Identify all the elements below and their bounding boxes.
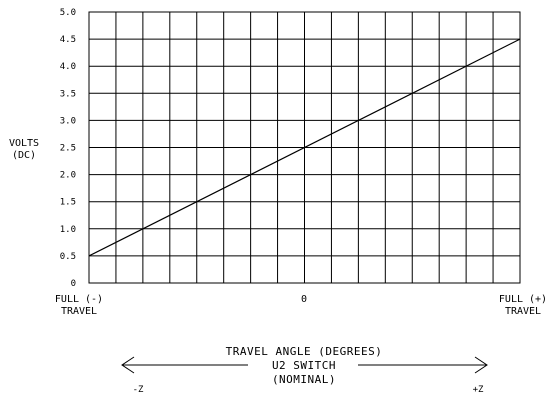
x-axis-left-end: -Z: [133, 385, 144, 395]
x-axis-caption-line1: TRAVEL ANGLE (DEGREES): [226, 345, 383, 358]
y-tick-label: 4.5: [60, 35, 76, 45]
y-tick-label: 0: [71, 279, 76, 289]
y-tick-label: 1.0: [60, 225, 76, 235]
x-axis-right-end: +Z: [473, 385, 484, 395]
x-tick-left-line1: FULL (-): [55, 294, 103, 305]
x-tick-left-line2: TRAVEL: [61, 306, 97, 317]
y-tick-label: 5.0: [60, 8, 76, 18]
x-tick-center: 0: [301, 294, 307, 305]
x-axis-arrow: [121, 356, 488, 374]
y-tick-label: 0.5: [60, 252, 76, 262]
data-series: [88, 38, 521, 257]
y-tick-label: 2.5: [60, 144, 76, 154]
y-axis-ticks: 0 0.5 1.0 1.5 2.0 2.5 3.0 3.5 4.0 4.5 5.0: [60, 8, 76, 289]
y-tick-label: 4.0: [60, 62, 76, 72]
arrowhead-right: [474, 356, 488, 374]
y-tick-label: 3.0: [60, 116, 76, 126]
y-axis-label-line1: VOLTS: [9, 138, 39, 149]
y-tick-label: 2.0: [60, 171, 76, 181]
x-tick-right-line1: FULL (+): [499, 294, 547, 305]
y-axis-label-line2: (DC): [12, 150, 36, 161]
y-tick-label: 1.5: [60, 198, 76, 208]
arrowhead-left: [121, 356, 135, 374]
y-tick-label: 3.5: [60, 89, 76, 99]
series-line: [88, 38, 521, 257]
x-axis-caption-line3: (NOMINAL): [272, 373, 336, 386]
x-tick-right-line2: TRAVEL: [505, 306, 541, 317]
x-axis-caption-line2: U2 SWITCH: [272, 359, 336, 372]
chart-grid: [88, 11, 521, 284]
